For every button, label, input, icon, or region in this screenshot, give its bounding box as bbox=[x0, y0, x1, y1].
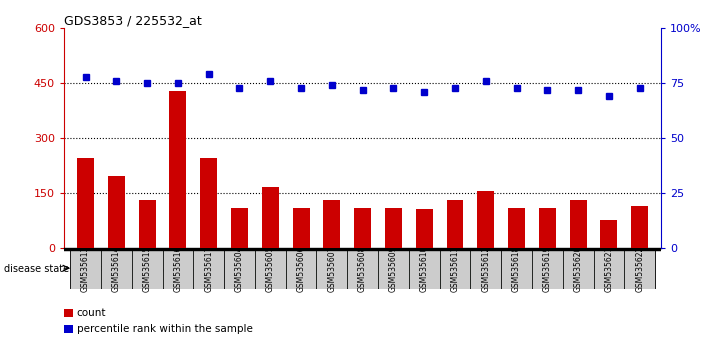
Text: control (healthy breast): control (healthy breast) bbox=[94, 264, 201, 273]
FancyBboxPatch shape bbox=[347, 250, 378, 289]
FancyBboxPatch shape bbox=[532, 250, 562, 289]
Bar bbox=[354, 207, 371, 248]
FancyBboxPatch shape bbox=[70, 250, 101, 289]
Bar bbox=[201, 158, 217, 248]
Text: GSM535605: GSM535605 bbox=[266, 246, 274, 292]
Text: GSM535620: GSM535620 bbox=[574, 246, 582, 292]
Text: GSM535613: GSM535613 bbox=[81, 246, 90, 292]
Text: GSM535604: GSM535604 bbox=[235, 246, 244, 292]
Text: GSM535614: GSM535614 bbox=[112, 246, 121, 292]
FancyBboxPatch shape bbox=[224, 250, 501, 288]
FancyBboxPatch shape bbox=[193, 250, 224, 289]
Text: GSM535616: GSM535616 bbox=[173, 246, 183, 292]
Text: GSM535622: GSM535622 bbox=[635, 246, 644, 292]
FancyBboxPatch shape bbox=[471, 250, 501, 289]
FancyBboxPatch shape bbox=[163, 250, 193, 289]
Bar bbox=[631, 206, 648, 248]
Text: GSM535606: GSM535606 bbox=[296, 246, 306, 292]
FancyBboxPatch shape bbox=[409, 250, 439, 289]
Bar bbox=[600, 220, 617, 248]
Text: invasive ductal carcinoma (IDC): invasive ductal carcinoma (IDC) bbox=[506, 264, 651, 273]
Text: GSM535608: GSM535608 bbox=[358, 246, 367, 292]
Text: ductal carcinoma in situ (DCIS): ductal carcinoma in situ (DCIS) bbox=[292, 264, 433, 273]
Bar bbox=[508, 207, 525, 248]
FancyBboxPatch shape bbox=[562, 250, 594, 289]
Bar bbox=[385, 207, 402, 248]
Bar bbox=[231, 207, 248, 248]
FancyBboxPatch shape bbox=[286, 250, 316, 289]
FancyBboxPatch shape bbox=[101, 250, 132, 289]
Text: GSM535615: GSM535615 bbox=[143, 246, 151, 292]
FancyBboxPatch shape bbox=[378, 250, 409, 289]
Bar bbox=[108, 176, 125, 248]
Bar bbox=[292, 207, 309, 248]
Text: GSM535619: GSM535619 bbox=[542, 246, 552, 292]
Bar bbox=[139, 200, 156, 248]
Bar bbox=[324, 200, 341, 248]
Text: count: count bbox=[77, 308, 106, 318]
Bar bbox=[570, 200, 587, 248]
FancyBboxPatch shape bbox=[501, 250, 532, 289]
FancyBboxPatch shape bbox=[439, 250, 471, 289]
Bar bbox=[539, 207, 556, 248]
Bar bbox=[416, 209, 433, 248]
Text: percentile rank within the sample: percentile rank within the sample bbox=[77, 324, 252, 334]
Text: GSM535617: GSM535617 bbox=[204, 246, 213, 292]
Bar bbox=[77, 158, 94, 248]
FancyBboxPatch shape bbox=[594, 250, 624, 289]
Text: disease state: disease state bbox=[4, 264, 69, 274]
FancyBboxPatch shape bbox=[70, 250, 224, 288]
Text: GSM535621: GSM535621 bbox=[604, 246, 614, 292]
Text: GSM535611: GSM535611 bbox=[451, 246, 459, 292]
Text: GDS3853 / 225532_at: GDS3853 / 225532_at bbox=[64, 14, 202, 27]
FancyBboxPatch shape bbox=[624, 250, 655, 289]
Text: GSM535609: GSM535609 bbox=[389, 246, 398, 292]
FancyBboxPatch shape bbox=[255, 250, 286, 289]
Text: GSM535612: GSM535612 bbox=[481, 246, 491, 292]
FancyBboxPatch shape bbox=[224, 250, 255, 289]
Text: GSM535618: GSM535618 bbox=[512, 246, 521, 292]
Bar bbox=[447, 200, 464, 248]
Text: GSM535610: GSM535610 bbox=[419, 246, 429, 292]
Text: GSM535607: GSM535607 bbox=[327, 246, 336, 292]
Bar bbox=[477, 191, 494, 248]
FancyBboxPatch shape bbox=[501, 250, 655, 288]
FancyBboxPatch shape bbox=[316, 250, 347, 289]
FancyBboxPatch shape bbox=[132, 250, 163, 289]
Bar bbox=[262, 188, 279, 248]
Bar bbox=[169, 91, 186, 248]
